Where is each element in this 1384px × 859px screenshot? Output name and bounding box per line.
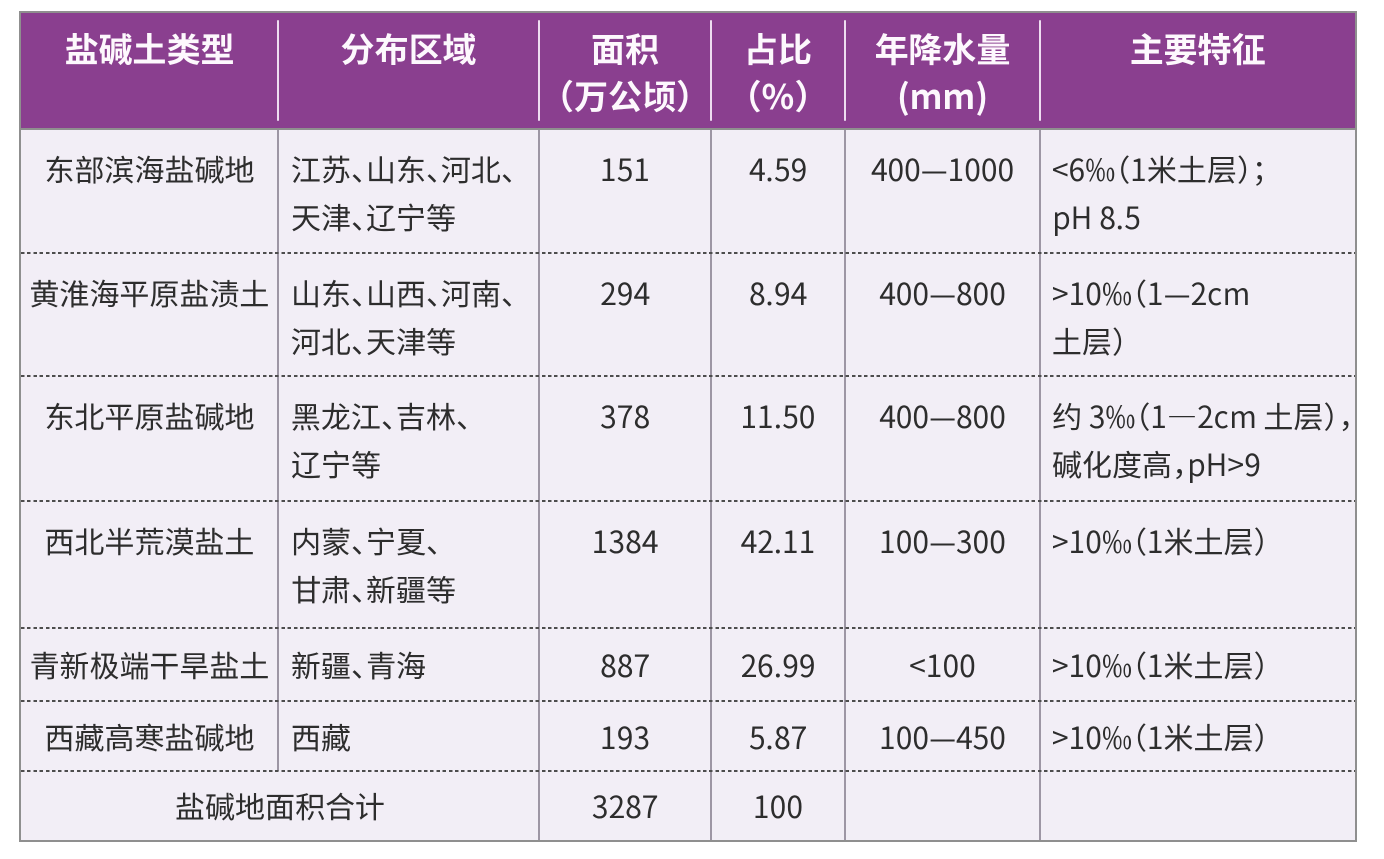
data-table: 盐碱土类型 分布区域 面积 （万公顷） 占比 （%） 年降水量 (mm) 主要特… [21,13,1355,840]
table-header: 盐碱土类型 分布区域 面积 （万公顷） 占比 （%） 年降水量 (mm) 主要特… [21,13,1355,129]
cell-rainfall: 100—300 [879,518,1006,562]
cell-region: 黑龙江、吉林、 辽宁等 [291,393,471,485]
cell-area: 887 [600,642,650,686]
saline-soil-table: 盐碱土类型 分布区域 面积 （万公顷） 占比 （%） 年降水量 (mm) 主要特… [19,11,1357,842]
cell-area: 193 [600,714,650,758]
cell-features: >10‰（1米土层） [1052,714,1269,758]
table-body: 东部滨海盐碱地 江苏、山东、河北、 天津、辽宁等 151 4.59 400—10… [21,129,1355,771]
table-footer: 盐碱地面积合计 3287 100 [21,771,1355,840]
header-column-divider [710,20,712,121]
table-row: 西藏高寒盐碱地 西藏 193 5.87 100—450 >10‰（1米土层） [21,701,1355,771]
cell-total-features [1040,771,1355,840]
body-column-divider [844,130,846,840]
table-row: 青新极端干旱盐土 新疆、青海 887 26.99 <100 >10‰（1米土层） [21,628,1355,701]
table-row: 黄淮海平原盐渍土 山东、山西、河南、 河北、天津等 294 8.94 400—8… [21,253,1355,376]
cell-features: <6‰（1米土层）； pH 8.5 [1052,146,1267,238]
cell-share: 42.11 [740,518,816,562]
header-column-divider [1039,20,1041,121]
cell-area: 294 [600,270,650,314]
cell-features: >10‰（1米土层） [1052,518,1269,562]
row-divider [21,375,1355,377]
header-row: 盐碱土类型 分布区域 面积 （万公顷） 占比 （%） 年降水量 (mm) 主要特… [21,13,1355,129]
header-column-divider [277,20,279,121]
row-divider [21,500,1355,502]
cell-total-share: 100 [753,783,803,827]
cell-share: 4.59 [748,146,808,190]
column-header-region: 分布区域 [278,13,539,129]
cell-rainfall: <100 [909,642,976,686]
cell-features: 约 3‰（1—2cm 土层）， 碱化度高，pH>9 [1052,393,1354,485]
cell-soil-type: 黄淮海平原盐渍土 [29,270,270,314]
cell-area: 1384 [591,518,659,562]
row-divider [21,252,1355,254]
column-header-features: 主要特征 [1040,13,1355,129]
cell-area: 151 [600,146,650,190]
cell-total-rainfall [845,771,1040,840]
cell-total-area: 3287 [591,783,659,827]
column-header-soil-type: 盐碱土类型 [21,13,278,129]
cell-region: 山东、山西、河南、 河北、天津等 [291,270,516,362]
cell-share: 11.50 [740,393,816,437]
row-divider [21,770,1355,772]
cell-rainfall: 400—1000 [870,146,1015,190]
cell-share: 5.87 [748,714,808,758]
row-divider [21,627,1355,629]
cell-region: 内蒙、宁夏、 甘肃、新疆等 [291,518,456,610]
cell-region: 新疆、青海 [291,642,426,686]
body-column-divider [277,130,279,771]
cell-rainfall: 100—450 [879,714,1006,758]
table-row: 东部滨海盐碱地 江苏、山东、河北、 天津、辽宁等 151 4.59 400—10… [21,129,1355,253]
table-row: 东北平原盐碱地 黑龙江、吉林、 辽宁等 378 11.50 400—800 约 … [21,376,1355,501]
column-header-area: 面积 （万公顷） [539,13,711,129]
column-header-rainfall: 年降水量 (mm) [845,13,1040,129]
cell-share: 26.99 [740,642,816,686]
cell-soil-type: 西北半荒漠盐土 [44,518,255,562]
row-divider [21,700,1355,702]
column-header-share: 占比 （%） [711,13,845,129]
cell-rainfall: 400—800 [879,393,1006,437]
body-column-divider [1039,130,1041,840]
cell-region: 江苏、山东、河北、 天津、辽宁等 [291,146,516,238]
cell-soil-type: 青新极端干旱盐土 [29,642,270,686]
cell-features: >10‰（1—2cm 土层） [1052,270,1251,362]
cell-total-label: 盐碱地面积合计 [175,783,385,827]
cell-soil-type: 东北平原盐碱地 [44,393,255,437]
table-row: 西北半荒漠盐土 内蒙、宁夏、 甘肃、新疆等 1384 42.11 100—300… [21,501,1355,628]
cell-rainfall: 400—800 [879,270,1006,314]
cell-share: 8.94 [748,270,808,314]
total-row: 盐碱地面积合计 3287 100 [21,771,1355,840]
header-column-divider [844,20,846,121]
body-column-divider [538,130,540,840]
cell-soil-type: 西藏高寒盐碱地 [44,714,255,758]
header-bottom-divider [21,128,1355,130]
body-column-divider [710,130,712,840]
header-column-divider [538,20,540,121]
cell-area: 378 [600,393,650,437]
cell-features: >10‰（1米土层） [1052,642,1269,686]
cell-soil-type: 东部滨海盐碱地 [44,146,255,190]
cell-region: 西藏 [291,714,351,758]
